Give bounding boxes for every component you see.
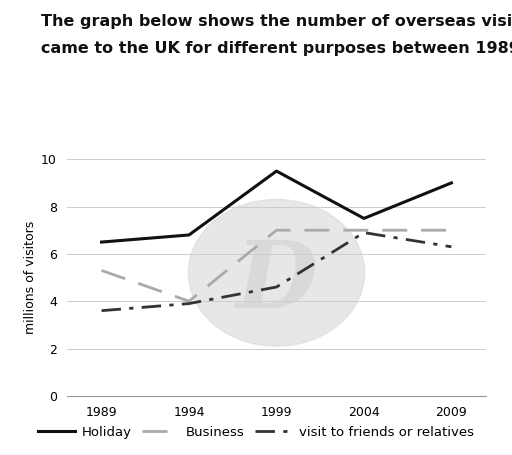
Legend: Holiday, Business, visit to friends or relatives: Holiday, Business, visit to friends or r…	[33, 420, 479, 444]
Text: came to the UK for different purposes between 1989 and 2009: came to the UK for different purposes be…	[41, 41, 512, 56]
Ellipse shape	[188, 199, 365, 346]
Text: The graph below shows the number of overseas visitors who: The graph below shows the number of over…	[41, 14, 512, 29]
Text: D: D	[236, 237, 317, 327]
Y-axis label: millions of visitors: millions of visitors	[24, 221, 37, 334]
